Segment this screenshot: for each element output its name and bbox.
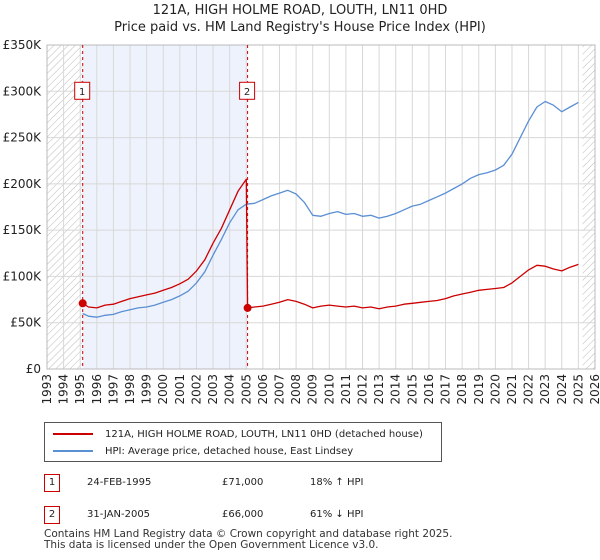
transaction-date-2: 31-JAN-2005 <box>87 509 151 520</box>
x-tick-label: 1997 <box>106 374 120 405</box>
chart-title: 121A, HIGH HOLME ROAD, LOUTH, LN11 0HD P… <box>0 2 600 36</box>
x-tick-label: 1996 <box>90 374 104 405</box>
x-tick-label: 2015 <box>405 374 419 405</box>
x-tick-label: 2020 <box>488 374 502 405</box>
footer-line-2: This data is licensed under the Open Gov… <box>44 539 379 551</box>
legend-hpi-label: HPI: Average price, detached house, East… <box>105 445 354 457</box>
y-tick-label: £50K <box>10 316 42 330</box>
x-tick-label: 2021 <box>505 374 519 405</box>
legend-property-label: 121A, HIGH HOLME ROAD, LOUTH, LN11 0HD (… <box>105 428 423 440</box>
x-tick-label: 2014 <box>389 374 403 405</box>
marker-label-1: 1 <box>79 87 85 98</box>
title-line-2: Price paid vs. HM Land Registry's House … <box>114 20 486 35</box>
y-tick-label: £0 <box>26 362 41 376</box>
x-tick-label: 2022 <box>522 374 536 405</box>
ownership-shaded-region <box>82 45 248 369</box>
x-tick-label: 2002 <box>189 374 203 405</box>
x-tick-label: 2012 <box>356 374 370 405</box>
x-tick-label: 1995 <box>73 374 87 405</box>
x-tick-label: 2016 <box>422 374 436 405</box>
title-line-1: 121A, HIGH HOLME ROAD, LOUTH, LN11 0HD <box>152 3 448 18</box>
x-tick-label: 1994 <box>57 374 71 405</box>
property-series-line <box>82 178 579 310</box>
transaction-number-2: 2 <box>44 506 60 524</box>
y-tick-label: £350K <box>3 38 43 52</box>
footer: Contains HM Land Registry data © Crown c… <box>44 529 452 551</box>
x-tick-label: 2025 <box>571 374 585 405</box>
x-tick-label: 2018 <box>455 374 469 405</box>
x-tick-label: 2000 <box>156 374 170 405</box>
sale-point-2 <box>243 303 252 312</box>
legend-item-hpi: HPI: Average price, detached house, East… <box>53 443 353 459</box>
x-tick-label: 1999 <box>140 374 154 405</box>
transaction-price-2: £66,000 <box>222 509 264 520</box>
y-tick-label: £300K <box>3 84 43 98</box>
x-tick-label: 2004 <box>223 374 237 405</box>
transaction-row-2: 2 31-JAN-2005 £66,000 61% ↓ HPI <box>44 506 444 526</box>
x-tick-label: 2023 <box>538 374 552 405</box>
x-tick-label: 2013 <box>372 374 386 405</box>
transaction-number-1: 1 <box>44 474 60 492</box>
transaction-hpi-1: 18% ↑ HPI <box>310 477 364 488</box>
marker-box-2 <box>239 81 256 100</box>
marker-label-2: 2 <box>244 87 250 98</box>
y-tick-label: £200K <box>3 177 43 191</box>
x-tick-label: 2017 <box>439 374 453 405</box>
x-tick-label: 2026 <box>588 374 600 405</box>
hpi-series-line <box>82 100 579 318</box>
legend-blue-line <box>53 450 93 452</box>
x-tick-label: 2007 <box>272 374 286 405</box>
x-tick-label: 2010 <box>322 374 336 405</box>
x-tick-label: 2008 <box>289 374 303 405</box>
hatched-region <box>582 45 595 369</box>
x-tick-label: 2003 <box>206 374 220 405</box>
footer-line-1: Contains HM Land Registry data © Crown c… <box>44 528 453 540</box>
x-tick-label: 2019 <box>472 374 486 405</box>
x-tick-label: 2011 <box>339 374 353 405</box>
legend-red-line <box>53 433 93 435</box>
transaction-hpi-2: 61% ↓ HPI <box>310 509 364 520</box>
y-tick-label: £150K <box>3 223 43 237</box>
x-tick-label: 1998 <box>123 374 137 405</box>
x-tick-label: 2001 <box>173 374 187 405</box>
transaction-date-1: 24-FEB-1995 <box>87 477 152 488</box>
transaction-price-1: £71,000 <box>222 477 264 488</box>
x-tick-label: 2024 <box>555 374 569 405</box>
legend: 121A, HIGH HOLME ROAD, LOUTH, LN11 0HD (… <box>44 422 442 462</box>
marker-box-1 <box>74 81 91 100</box>
x-tick-label: 2005 <box>239 374 253 405</box>
x-tick-label: 1993 <box>40 374 54 405</box>
y-tick-label: £250K <box>3 131 43 145</box>
x-tick-label: 2006 <box>256 374 270 405</box>
sale-point-1 <box>78 299 87 308</box>
plot-border <box>46 44 596 370</box>
legend-item-property: 121A, HIGH HOLME ROAD, LOUTH, LN11 0HD (… <box>53 426 423 442</box>
price-chart: £0 £50K £100K £150K £200K £250K £300K £350K 1993… <box>3 38 600 405</box>
y-tick-label: £100K <box>3 269 43 283</box>
x-tick-label: 2009 <box>306 374 320 405</box>
transaction-row-1: 1 24-FEB-1995 £71,000 18% ↑ HPI <box>44 474 444 494</box>
